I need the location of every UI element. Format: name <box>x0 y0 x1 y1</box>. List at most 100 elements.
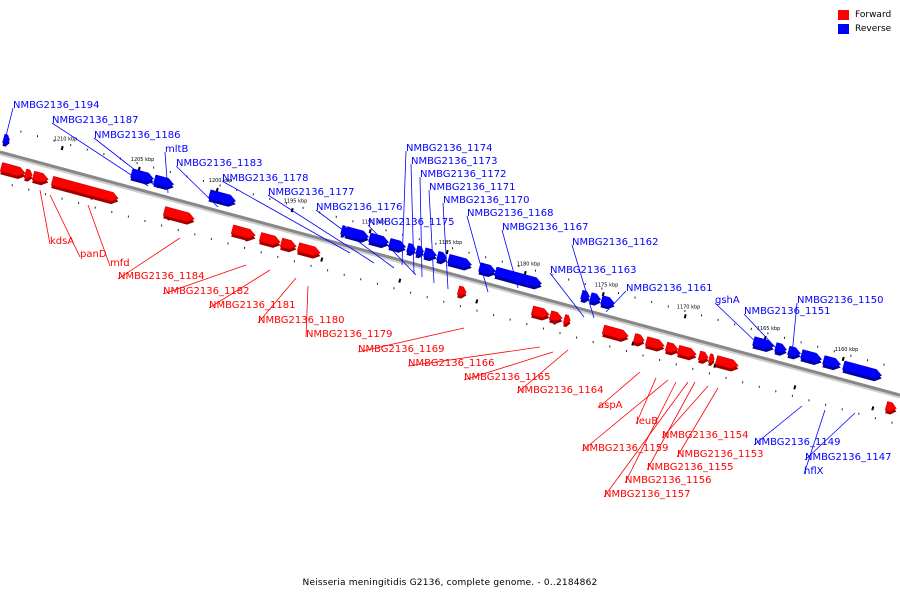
legend-reverse-label: Reverse <box>855 24 892 34</box>
leader-nmbg2136-1179 <box>305 285 309 338</box>
gene-label-nmbg2136-1165: NMBG2136_1165 <box>464 372 550 383</box>
scale-dot <box>700 314 702 317</box>
gene-label-gsha: gshA <box>715 295 740 306</box>
forward-gene-arrow <box>562 314 571 325</box>
scale-dot <box>177 228 179 231</box>
leader-gsha <box>714 302 759 345</box>
genome-axis <box>0 150 900 399</box>
scale-dot <box>426 296 428 299</box>
gene-label-nmbg2136-1174: NMBG2136_1174 <box>406 143 492 154</box>
leader-nmbg2136-1181 <box>208 269 271 309</box>
scale-dot <box>468 251 470 254</box>
scale-dot <box>202 179 204 182</box>
forward-gene-arrow <box>707 353 715 364</box>
gene-label-nmbg2136-1159: NMBG2136_1159 <box>582 443 668 454</box>
gene-label-nmbg2136-1151: NMBG2136_1151 <box>744 306 830 317</box>
scale-dot <box>161 224 163 227</box>
tick-mark-bottom <box>793 385 797 390</box>
scale-dot <box>858 412 860 415</box>
gene-label-nmbg2136-1153: NMBG2136_1153 <box>677 449 763 460</box>
tick-label: 1175 kbp <box>595 282 619 288</box>
scale-dot <box>634 296 636 299</box>
scale-dot <box>609 345 611 348</box>
scale-dot <box>111 211 113 214</box>
forward-gene-arrow <box>258 232 281 246</box>
reverse-gene-arrow <box>600 295 616 307</box>
scale-dot <box>542 327 544 330</box>
gene-label-nmbg2136-1169: NMBG2136_1169 <box>358 344 444 355</box>
scale-dot <box>767 332 769 335</box>
scale-dot <box>260 251 262 254</box>
tick-label: 1165 kbp <box>757 326 781 332</box>
tick-label: 1200 kbp <box>209 178 233 184</box>
scale-dot <box>675 363 677 366</box>
gene-label-nmbg2136-1184: NMBG2136_1184 <box>118 271 204 282</box>
forward-gene-arrow <box>632 333 645 344</box>
leader-nmbg2136-1161 <box>605 290 627 313</box>
leader-nmbg2136-1154 <box>661 385 709 439</box>
scale-dot <box>833 350 835 353</box>
tick-label: 1170 kbp <box>677 304 701 310</box>
leader-nmbg2136-1187 <box>51 122 149 187</box>
leader-nmbg2136-1172 <box>419 176 423 278</box>
tick-mark-bottom <box>871 406 875 411</box>
tick-mark-bottom <box>475 299 479 304</box>
reverse-gene-arrow <box>752 336 775 350</box>
legend-forward: Forward <box>838 8 891 22</box>
scale-dot <box>708 372 710 375</box>
tick-mark-top <box>445 249 449 255</box>
reverse-gene-arrow <box>447 253 473 268</box>
gene-label-nmbg2136-1179: NMBG2136_1179 <box>306 329 392 340</box>
scale-dot <box>385 229 387 232</box>
tick-mark-top <box>60 145 64 151</box>
scale-dot <box>451 247 453 250</box>
gene-labels: NMBG2136_1194 NMBG2136_1187 NMBG2136_1186m… <box>13 100 891 500</box>
scale-dot <box>841 408 843 411</box>
scale-dot <box>825 403 827 406</box>
gene-label-nmbg2136-1154: NMBG2136_1154 <box>662 430 748 441</box>
scale-dot <box>36 135 38 138</box>
gene-label-nmbg2136-1157: NMBG2136_1157 <box>604 489 690 500</box>
leader-nmbg2136-1164 <box>516 349 569 394</box>
leader-nmbg2136-1177 <box>267 194 375 264</box>
reverse-swatch <box>838 24 849 34</box>
tick-label: 1160 kbp <box>835 347 859 353</box>
leader-nmbg2136-1168 <box>466 215 489 293</box>
scale-dot <box>459 305 461 308</box>
reverse-gene-arrow <box>800 349 823 363</box>
scale-dot <box>559 332 561 335</box>
leader-hflx <box>803 409 826 475</box>
scale-dot <box>61 197 63 200</box>
reverse-gene-arrow <box>423 247 438 259</box>
genome-caption: Neisseria meningitidis G2136, complete g… <box>302 578 598 588</box>
scale-dot <box>584 283 586 286</box>
scale-dot <box>269 197 271 200</box>
leader-nmbg2136-1183 <box>175 165 219 208</box>
forward-gene-arrow <box>162 206 195 222</box>
scale-dot <box>236 188 238 191</box>
leader-nmbg2136-1150 <box>791 302 798 356</box>
scale-dot <box>642 354 644 357</box>
scale-dot <box>883 363 885 366</box>
scale-dot <box>310 264 312 267</box>
scale-dot <box>651 300 653 303</box>
scale-dot <box>659 358 661 361</box>
reverse-gene-arrow <box>589 292 602 303</box>
scale-dot <box>775 390 777 393</box>
scale-dot <box>758 385 760 388</box>
scale-dot <box>850 354 852 357</box>
reverse-gene-arrow <box>842 360 883 379</box>
scale-dot <box>501 260 503 263</box>
gene-label-nmbg2136-1176: NMBG2136_1176 <box>316 202 402 213</box>
scale-dot <box>210 237 212 240</box>
gene-label-nmbg2136-1150: NMBG2136_1150 <box>797 295 883 306</box>
leader-nmbg2136-1180 <box>257 277 297 324</box>
scale-dot <box>153 166 155 169</box>
gene-label-nmbg2136-1164: NMBG2136_1164 <box>517 385 603 396</box>
forward-gene-arrow <box>884 401 897 412</box>
leader-nmbg2136-1184 <box>117 237 181 280</box>
scale-dot <box>327 269 329 272</box>
scale-dot <box>302 206 304 209</box>
scale-dot <box>293 260 295 263</box>
